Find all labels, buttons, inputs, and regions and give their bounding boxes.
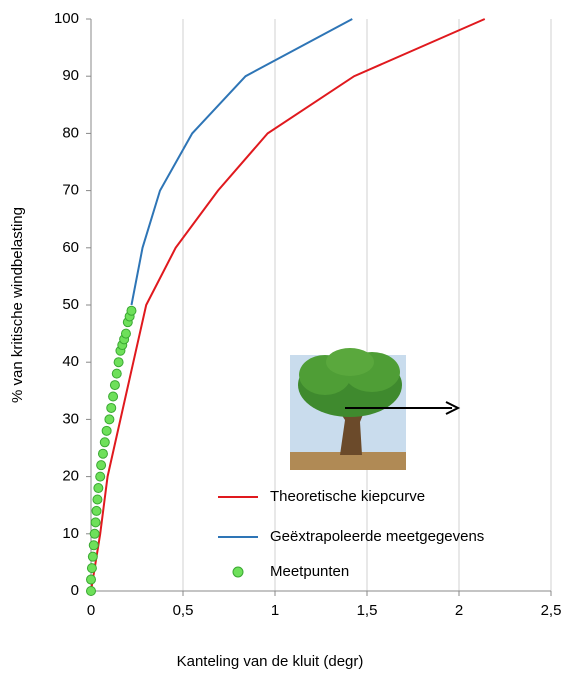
x-tick-label: 2	[455, 602, 463, 619]
y-tick-label: 60	[62, 239, 79, 256]
arrow-head	[445, 401, 461, 415]
legend-label: Theoretische kiepcurve	[270, 488, 425, 505]
data-point	[88, 540, 99, 551]
data-point	[86, 563, 97, 574]
x-axis-label: Kanteling van de kluit (degr)	[177, 653, 364, 670]
data-point	[109, 380, 120, 391]
line	[90, 18, 486, 592]
tree-illustration	[290, 348, 406, 470]
data-point	[101, 425, 112, 436]
legend-label: Geëxtrapoleerde meetgegevens	[270, 528, 484, 545]
legend-label: Meetpunten	[270, 563, 349, 580]
y-tick-label: 0	[71, 582, 79, 599]
data	[86, 18, 486, 596]
data-point	[93, 483, 104, 494]
data-point	[87, 551, 98, 562]
data-point	[91, 505, 102, 516]
x-tick-label: 1,5	[357, 602, 378, 619]
data-point	[89, 528, 100, 539]
data-point	[104, 414, 115, 425]
y-axis-label: % van kritische windbelasting	[9, 207, 26, 403]
y-tick-label: 90	[62, 67, 79, 84]
y-tick-label: 80	[62, 124, 79, 141]
y-tick-label: 70	[62, 182, 79, 199]
y-tick-label: 100	[54, 10, 79, 27]
data-point	[92, 494, 103, 505]
data-point	[99, 437, 110, 448]
x-tick-label: 1	[271, 602, 279, 619]
data-point	[120, 328, 131, 339]
data-point	[90, 517, 101, 528]
data-point	[113, 357, 124, 368]
line	[130, 18, 353, 306]
data-point	[106, 402, 117, 413]
data-point	[111, 368, 122, 379]
data-point	[96, 460, 107, 471]
y-tick-label: 50	[62, 296, 79, 313]
y-tick-label: 10	[62, 525, 79, 542]
data-point	[126, 305, 137, 316]
ground	[290, 452, 406, 470]
data-point	[86, 574, 96, 585]
data-point	[97, 448, 108, 459]
y-tick-label: 40	[62, 353, 79, 370]
grid	[86, 18, 552, 596]
y-tick-label: 20	[62, 468, 79, 485]
data-point	[95, 471, 106, 482]
legend-marker	[232, 566, 244, 578]
data-point	[108, 391, 119, 402]
x-tick-label: 0	[87, 602, 95, 619]
data-point	[86, 586, 96, 596]
crown	[326, 348, 374, 376]
y-tick-label: 30	[62, 410, 79, 427]
x-tick-label: 2,5	[541, 602, 562, 619]
x-tick-label: 0,5	[173, 602, 194, 619]
